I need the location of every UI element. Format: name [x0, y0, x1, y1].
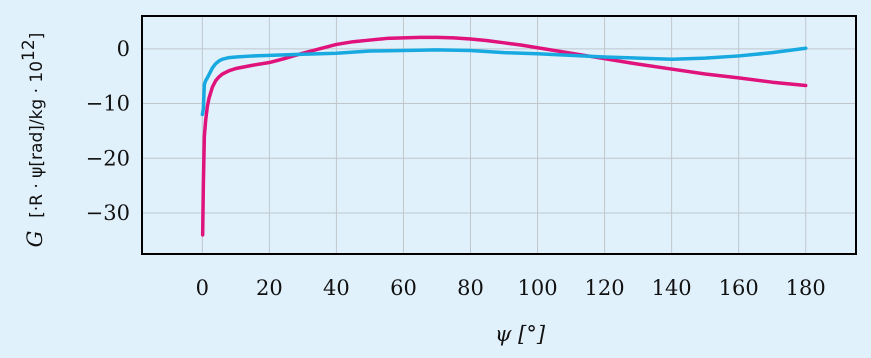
y-axis-label-unit: [·R · ψ[rad]/kg · 10: [27, 61, 47, 218]
y-tick-label: 0: [117, 37, 130, 61]
series-line-2: [200, 46, 808, 117]
y-tick-labels: 0 −10 −20 −30: [86, 37, 130, 225]
y-axis-label: G [·R · ψ[rad]/kg · 1012]: [19, 33, 47, 248]
x-tick-label: 100: [518, 276, 558, 300]
grid: [142, 16, 856, 254]
x-tick-label: 20: [256, 276, 283, 300]
x-tick-label: 140: [652, 276, 692, 300]
x-tick-label: 80: [457, 276, 484, 300]
plot-frame: [141, 15, 857, 255]
y-tick-label: −20: [86, 146, 130, 170]
y-tick-label: −10: [86, 92, 130, 116]
x-tick-label: 180: [786, 276, 826, 300]
y-axis-label-exponent: 12: [19, 39, 39, 61]
series-layer: [200, 35, 808, 237]
x-tick-label: 160: [719, 276, 759, 300]
x-axis-label-text: ψ [°]: [495, 322, 546, 346]
x-tick-labels: 0 20 40 60 80 100 120 140 160 180: [196, 276, 826, 300]
x-tick-label: 40: [323, 276, 350, 300]
y-axis-label-close: ]: [27, 33, 47, 40]
series-line-1: [200, 35, 808, 237]
y-tick-label: −30: [86, 201, 130, 225]
x-tick-label: 60: [390, 276, 417, 300]
y-axis-label-symbol: G: [23, 231, 47, 248]
x-axis-label: ψ [°]: [495, 322, 546, 346]
x-tick-label: 0: [196, 276, 209, 300]
x-tick-label: 120: [585, 276, 625, 300]
